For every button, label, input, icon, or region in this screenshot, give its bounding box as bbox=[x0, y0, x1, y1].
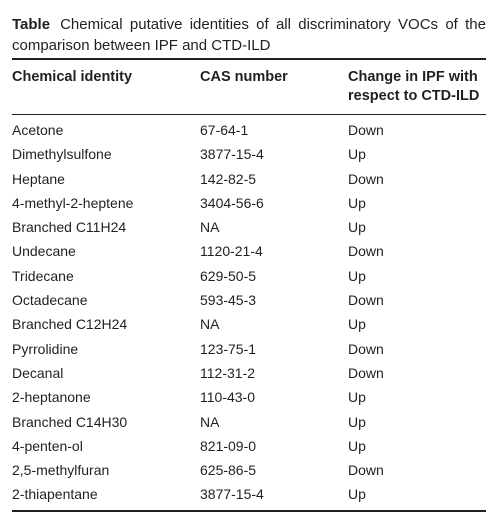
cell-cas-number: 625-86-5 bbox=[200, 462, 257, 479]
table-row: 4-penten-ol 821-09-0 Up bbox=[0, 434, 494, 458]
table-bottom-rule bbox=[12, 510, 486, 512]
table-row: 4-methyl-2-heptene 3404-56-6 Up bbox=[0, 191, 494, 215]
cell-cas-number: 142-82-5 bbox=[200, 170, 257, 187]
cell-chemical-identity: 2-heptanone bbox=[12, 389, 91, 406]
table-row: Branched C11H24 NA Up bbox=[0, 215, 494, 239]
cell-change: Up bbox=[348, 389, 366, 406]
cell-change: Down bbox=[348, 340, 384, 357]
table-row: 2-thiapentane 3877-15-4 Up bbox=[0, 482, 494, 506]
table-row: Acetone 67-64-1 Down bbox=[0, 118, 494, 142]
cell-cas-number: NA bbox=[200, 316, 220, 333]
cell-chemical-identity: Branched C12H24 bbox=[12, 316, 128, 333]
cell-chemical-identity: Acetone bbox=[12, 122, 64, 138]
cell-change: Down bbox=[348, 364, 384, 381]
cell-change: Up bbox=[348, 194, 366, 211]
cell-change: Up bbox=[348, 146, 366, 163]
header-change-line2: respect to CTD-ILD bbox=[348, 88, 480, 104]
cell-change: Up bbox=[348, 437, 366, 454]
cell-cas-number: 112-31-2 bbox=[200, 364, 256, 381]
cell-cas-number: 123-75-1 bbox=[200, 340, 257, 357]
cell-chemical-identity: Branched C14H30 bbox=[12, 413, 128, 430]
cell-change: Up bbox=[348, 219, 366, 236]
cell-chemical-identity: 4-penten-ol bbox=[12, 437, 83, 454]
table-row: Tridecane 629-50-5 Up bbox=[0, 264, 494, 288]
table-body: Acetone 67-64-1 Down Dimethylsulfone 3877-15… bbox=[0, 118, 494, 507]
cell-cas-number: 3877-15-4 bbox=[200, 146, 264, 163]
table-top-rule bbox=[12, 58, 486, 60]
cell-cas-number: 629-50-5 bbox=[200, 267, 257, 284]
table-row: 2-heptanone 110-43-0 Up bbox=[0, 385, 494, 409]
cell-change: Down bbox=[348, 243, 384, 260]
cell-change: Down bbox=[348, 292, 384, 309]
caption-label: Table bbox=[12, 16, 51, 33]
table-caption: Table Chemical putative identities of all… bbox=[12, 14, 486, 56]
table-row: Pyrrolidine 123-75-1 Down bbox=[0, 337, 494, 361]
cell-chemical-identity: Pyrrolidine bbox=[12, 340, 79, 357]
cell-change: Up bbox=[348, 316, 366, 333]
header-change-line1: Change in IPF with bbox=[348, 69, 478, 85]
caption-text: Chemical putative identities of all disc… bbox=[12, 16, 486, 54]
cell-cas-number: 593-45-3 bbox=[200, 292, 257, 309]
cell-chemical-identity: 2,5-methylfuran bbox=[12, 462, 110, 479]
cell-change: Down bbox=[348, 122, 384, 138]
cell-cas-number: 67-64-1 bbox=[200, 122, 249, 138]
cell-chemical-identity: Dimethylsulfone bbox=[12, 146, 112, 163]
cell-cas-number: 821-09-0 bbox=[200, 437, 257, 454]
cell-chemical-identity: Octadecane bbox=[12, 292, 88, 309]
cell-chemical-identity: Decanal bbox=[12, 364, 64, 381]
cell-cas-number: NA bbox=[200, 413, 220, 430]
cell-cas-number: 3877-15-4 bbox=[200, 486, 264, 503]
table-row: Decanal 112-31-2 Down bbox=[0, 361, 494, 385]
cell-change: Down bbox=[348, 170, 384, 187]
cell-chemical-identity: Tridecane bbox=[12, 267, 74, 284]
table-row: Undecane 1120-21-4 Down bbox=[0, 239, 494, 263]
cell-change: Up bbox=[348, 486, 366, 503]
table-header-rule bbox=[12, 114, 486, 115]
cell-cas-number: 110-43-0 bbox=[200, 389, 256, 406]
header-change: Change in IPF with respect to CTD-ILD bbox=[348, 68, 479, 106]
cell-change: Up bbox=[348, 413, 366, 430]
cell-cas-number: 3404-56-6 bbox=[200, 194, 264, 211]
table-row: Dimethylsulfone 3877-15-4 Up bbox=[0, 142, 494, 166]
cell-change: Down bbox=[348, 462, 384, 479]
cell-chemical-identity: 4-methyl-2-heptene bbox=[12, 194, 134, 211]
table-row: Branched C12H24 NA Up bbox=[0, 312, 494, 336]
cell-cas-number: 1120-21-4 bbox=[200, 243, 263, 260]
cell-change: Up bbox=[348, 267, 366, 284]
table-row: Branched C14H30 NA Up bbox=[0, 410, 494, 434]
table-row: 2,5-methylfuran 625-86-5 Down bbox=[0, 458, 494, 482]
header-cas-number: CAS number bbox=[200, 69, 288, 85]
table-row: Octadecane 593-45-3 Down bbox=[0, 288, 494, 312]
cell-chemical-identity: Undecane bbox=[12, 243, 76, 260]
cell-chemical-identity: 2-thiapentane bbox=[12, 486, 98, 503]
table-row: Heptane 142-82-5 Down bbox=[0, 167, 494, 191]
cell-chemical-identity: Branched C11H24 bbox=[12, 219, 127, 236]
cell-chemical-identity: Heptane bbox=[12, 170, 65, 187]
cell-cas-number: NA bbox=[200, 219, 220, 236]
header-chemical-identity: Chemical identity bbox=[12, 69, 133, 85]
